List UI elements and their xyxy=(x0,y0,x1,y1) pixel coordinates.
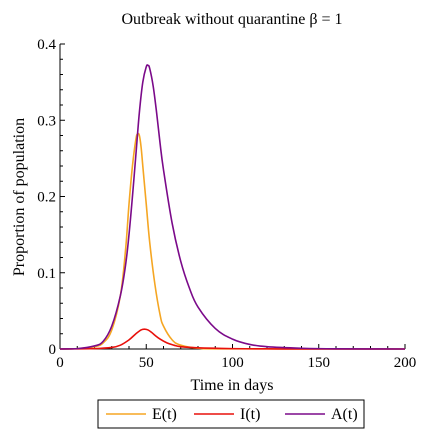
plot-area: 0 50 100 150 200 0 0.1 0.2 0.3 0.4 xyxy=(37,37,416,371)
chart-title: Outbreak without quarantine β = 1 xyxy=(121,11,342,28)
y-tick-label: 0 xyxy=(49,342,57,358)
legend-label-et: E(t) xyxy=(152,406,177,423)
y-tick-label: 0.2 xyxy=(37,190,56,206)
x-tick-label: 50 xyxy=(139,355,154,371)
legend-label-it: I(t) xyxy=(240,406,260,423)
y-axis-title: Proportion of population xyxy=(11,118,28,276)
series-line-it xyxy=(59,328,405,350)
x-axis-title: Time in days xyxy=(191,377,274,394)
legend: E(t) I(t) A(t) xyxy=(97,399,365,429)
x-tick-label: 100 xyxy=(221,355,244,371)
y-tick-label: 0.4 xyxy=(37,37,56,53)
x-tick-label: 0 xyxy=(56,355,64,371)
legend-label-at: A(t) xyxy=(331,406,358,423)
x-tick-label: 150 xyxy=(308,355,331,371)
x-tick-label: 200 xyxy=(394,355,417,371)
series-line-et xyxy=(59,132,406,350)
series-line-at xyxy=(59,64,406,350)
y-tick-label: 0.1 xyxy=(37,266,56,282)
y-tick-label: 0.3 xyxy=(37,113,56,129)
